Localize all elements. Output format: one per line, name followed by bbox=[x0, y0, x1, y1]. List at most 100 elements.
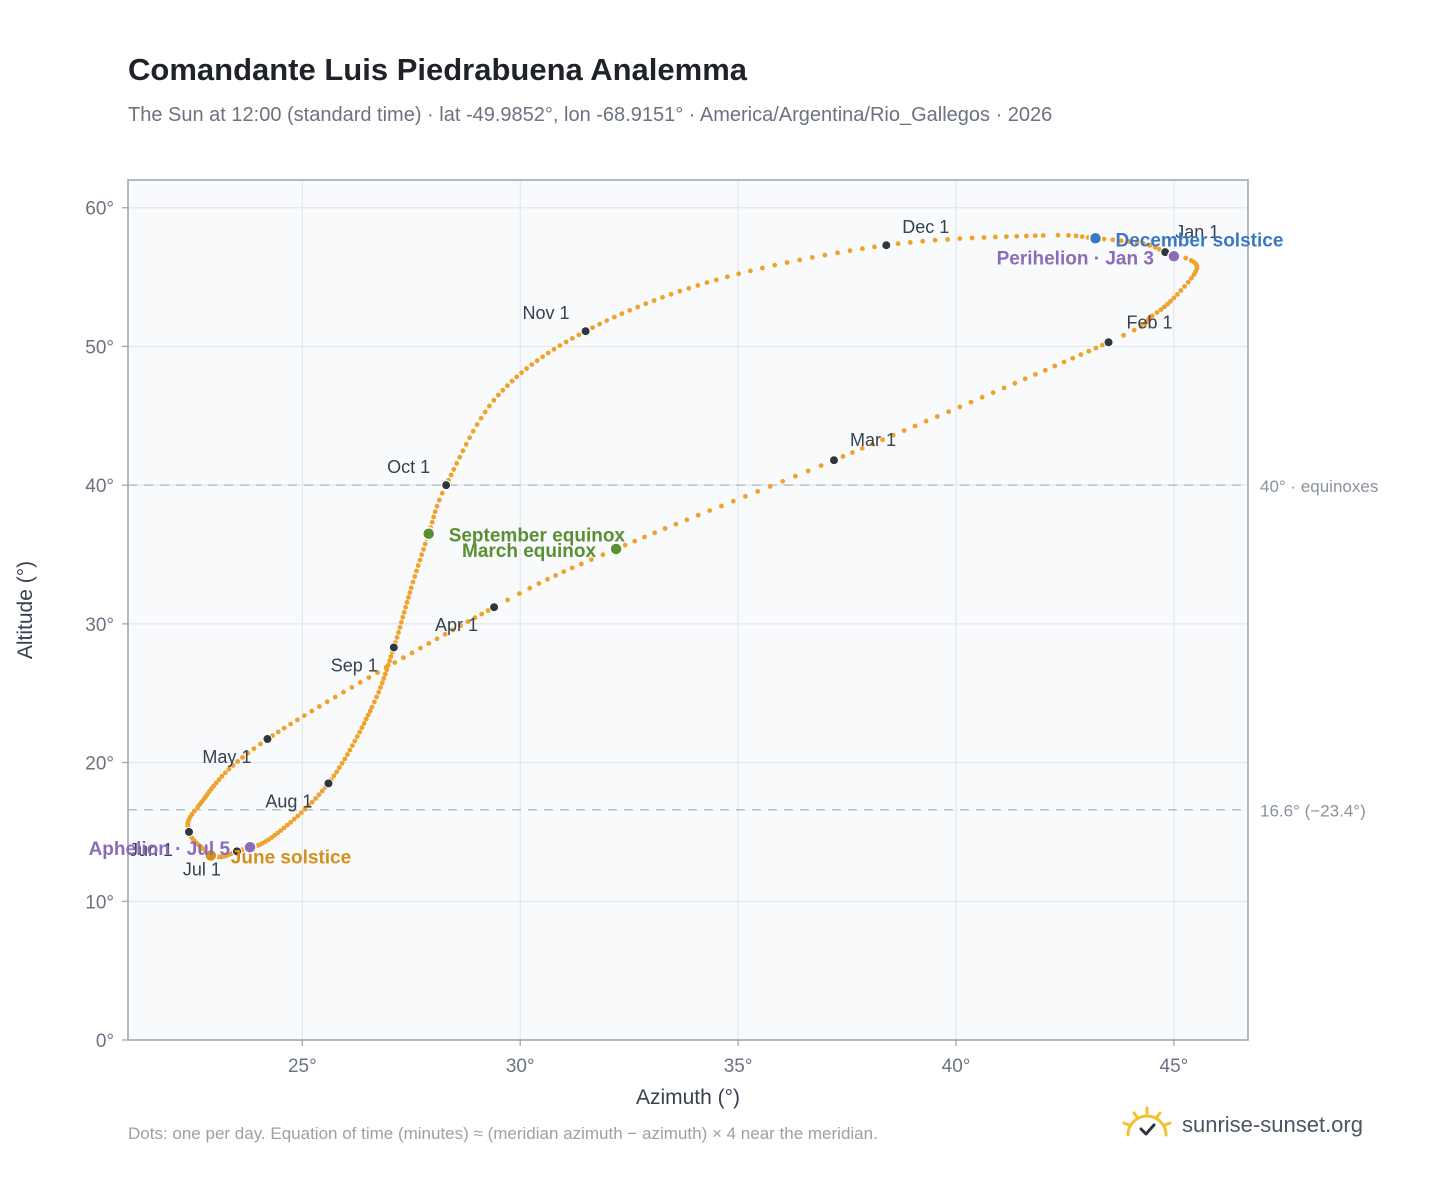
daily-sun-dot bbox=[467, 435, 473, 441]
event-marker-dot bbox=[1088, 231, 1103, 246]
daily-sun-dot bbox=[496, 392, 501, 398]
daily-sun-dot bbox=[278, 828, 284, 833]
daily-sun-dot bbox=[505, 383, 510, 389]
daily-sun-dot bbox=[414, 568, 419, 574]
daily-sun-dot bbox=[540, 354, 545, 360]
daily-sun-dot bbox=[736, 271, 742, 277]
daily-sun-dot bbox=[1012, 380, 1018, 386]
daily-sun-dot bbox=[772, 262, 778, 268]
daily-sun-dot bbox=[337, 765, 342, 770]
daily-sun-dot bbox=[281, 825, 287, 831]
daily-sun-dot bbox=[743, 493, 748, 499]
daily-sun-dot bbox=[309, 708, 315, 714]
daily-sun-dot bbox=[339, 760, 345, 766]
daily-sun-dot bbox=[426, 641, 432, 646]
daily-sun-dot bbox=[1138, 324, 1144, 329]
daily-sun-dot bbox=[1101, 236, 1107, 242]
daily-sun-dot bbox=[1100, 342, 1105, 348]
event-marker-dot bbox=[1167, 249, 1181, 264]
daily-sun-dot bbox=[388, 654, 394, 659]
daily-sun-dot bbox=[403, 604, 408, 610]
daily-sun-dot bbox=[1121, 332, 1126, 338]
daily-sun-dot bbox=[907, 240, 913, 245]
daily-sun-dot bbox=[1093, 345, 1099, 351]
daily-sun-dot bbox=[458, 623, 463, 629]
daily-sun-dot bbox=[332, 694, 338, 700]
daily-sun-dot bbox=[934, 414, 940, 419]
y-tick-label: 50° bbox=[85, 337, 114, 358]
daily-sun-dot bbox=[1086, 348, 1092, 354]
daily-sun-dot bbox=[1182, 284, 1187, 289]
daily-sun-dot bbox=[880, 437, 885, 443]
daily-sun-dot bbox=[604, 318, 610, 323]
reference-line-label: 16.6° (−23.4°) bbox=[1260, 802, 1366, 821]
daily-sun-dot bbox=[235, 759, 241, 764]
daily-sun-dot bbox=[1142, 321, 1148, 327]
y-tick-label: 0° bbox=[96, 1031, 114, 1052]
daily-sun-dot bbox=[288, 819, 294, 825]
daily-sun-dot bbox=[1070, 355, 1076, 361]
daily-sun-dot bbox=[240, 755, 245, 760]
chart-subtitle: The Sun at 12:00 (standard time) · lat -… bbox=[128, 104, 1053, 126]
x-tick-label: 45° bbox=[1160, 1056, 1189, 1077]
daily-sun-dot bbox=[1004, 234, 1009, 240]
daily-sun-dot bbox=[192, 808, 197, 814]
daily-sun-dot bbox=[1061, 359, 1067, 365]
daily-sun-dot bbox=[840, 454, 846, 459]
month-marker-label: Dec 1 bbox=[902, 217, 949, 237]
daily-sun-dot bbox=[517, 591, 522, 596]
daily-sun-dot bbox=[418, 645, 423, 651]
daily-sun-dot bbox=[673, 521, 679, 527]
daily-sun-dot bbox=[932, 237, 938, 243]
daily-sun-dot bbox=[431, 514, 437, 520]
daily-sun-dot bbox=[258, 741, 263, 747]
daily-sun-dot bbox=[363, 716, 369, 722]
daily-sun-dot bbox=[895, 241, 901, 247]
daily-sun-dot bbox=[818, 463, 824, 468]
brand-name[interactable]: sunrise-sunset.org bbox=[1182, 1112, 1363, 1137]
daily-sun-dot bbox=[1024, 233, 1029, 239]
daily-sun-dot bbox=[284, 822, 290, 828]
daily-sun-dot bbox=[219, 773, 225, 779]
daily-sun-dot bbox=[281, 725, 287, 731]
daily-sun-dot bbox=[357, 729, 362, 735]
daily-sun-dot bbox=[514, 374, 520, 380]
analemma-curve bbox=[185, 232, 1200, 860]
daily-sun-dot bbox=[536, 581, 542, 586]
daily-sun-dot bbox=[945, 237, 950, 242]
daily-sun-dot bbox=[632, 538, 638, 544]
daily-sun-dot bbox=[569, 565, 575, 571]
daily-sun-dot bbox=[677, 288, 683, 294]
daily-sun-dot bbox=[450, 627, 456, 633]
daily-sun-dot bbox=[401, 609, 407, 615]
daily-sun-dot bbox=[415, 563, 421, 568]
daily-sun-dot bbox=[470, 428, 476, 434]
daily-sun-dot bbox=[381, 676, 387, 681]
daily-sun-dot bbox=[662, 526, 668, 531]
daily-sun-dot bbox=[342, 756, 348, 762]
daily-sun-dot bbox=[850, 450, 855, 455]
x-tick-label: 25° bbox=[288, 1056, 317, 1077]
daily-sun-dot bbox=[707, 508, 713, 513]
daily-sun-dot bbox=[1183, 255, 1189, 261]
brand[interactable]: sunrise-sunset.org bbox=[1120, 1100, 1363, 1150]
daily-sun-dot bbox=[396, 630, 401, 635]
daily-sun-dot bbox=[1040, 233, 1046, 238]
daily-sun-dot bbox=[341, 689, 346, 695]
daily-sun-dot bbox=[847, 248, 853, 254]
x-axis-label: Azimuth (°) bbox=[636, 1086, 740, 1109]
daily-sun-dot bbox=[1162, 304, 1167, 310]
daily-sun-dot bbox=[600, 552, 606, 558]
daily-sun-dot bbox=[805, 468, 811, 474]
daily-sun-dot bbox=[534, 358, 540, 364]
month-marker-dot bbox=[441, 480, 452, 491]
daily-sun-dot bbox=[288, 721, 293, 727]
daily-sun-dot bbox=[479, 611, 485, 617]
daily-sun-dot bbox=[509, 378, 515, 384]
daily-sun-dot bbox=[485, 608, 491, 613]
month-marker-label: Apr 1 bbox=[435, 615, 478, 635]
daily-sun-dot bbox=[1131, 327, 1137, 333]
daily-sun-dot bbox=[660, 294, 665, 300]
x-tick-label: 40° bbox=[942, 1056, 971, 1077]
